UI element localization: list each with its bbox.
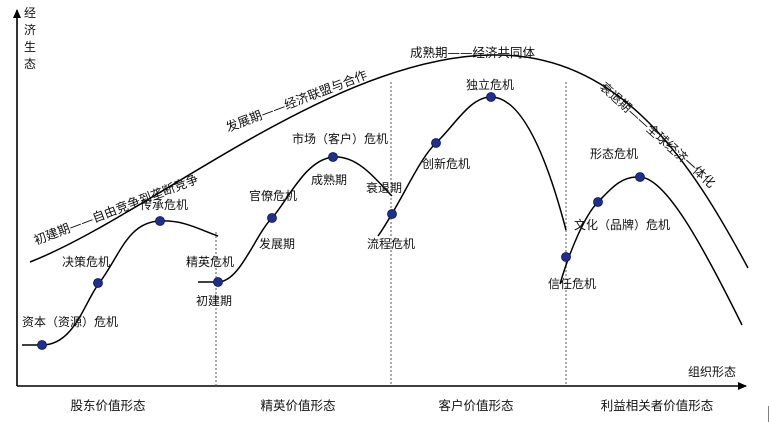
label-capital-crisis: 资本（资源）危机: [22, 315, 118, 329]
phase-label-mature: 成熟期——经济共同体: [410, 45, 536, 60]
crisis-dot: [267, 213, 277, 223]
phase-label-growth: 发展期——经济联盟与合作: [224, 67, 370, 135]
crisis-dot: [593, 197, 603, 207]
macro-economy-curve: [29, 54, 749, 269]
label-mature-stage: 成熟期: [311, 172, 347, 187]
crisis-dot: [561, 252, 571, 262]
crisis-dot: [387, 209, 397, 219]
y-axis-label-char: 济: [24, 22, 36, 37]
label-succession-crisis: 传承危机: [140, 197, 188, 212]
label-start-stage: 初建期: [196, 294, 232, 308]
crisis-dot: [93, 278, 103, 288]
bottom-label-stakeholder: 利益相关者价值形态: [601, 398, 714, 413]
label-innovation-crisis: 创新危机: [422, 156, 470, 171]
stage1-curve: [22, 220, 219, 346]
stage4-curve: [559, 176, 743, 326]
y-axis-label-char: 生: [24, 40, 36, 54]
crisis-dot: [37, 340, 47, 350]
stage2-curve: [198, 156, 393, 283]
label-bureaucracy-crisis: 官僚危机: [249, 188, 297, 203]
x-axis-label: 组织形态: [688, 365, 736, 379]
bottom-label-elite: 精英价值形态: [260, 398, 335, 413]
y-axis-label-char: 态: [24, 57, 36, 71]
label-growth-stage: 发展期: [259, 236, 295, 251]
crisis-dot: [155, 216, 165, 226]
bottom-label-customer: 客户价值形态: [438, 398, 513, 413]
label-decline-stage: 衰退期: [366, 180, 402, 195]
stage3-curve: [377, 96, 567, 237]
label-culture-crisis: 文化（品牌）危机: [574, 217, 670, 232]
label-independence-crisis: 独立危机: [466, 77, 514, 92]
label-decision-crisis: 决策危机: [62, 255, 110, 269]
crisis-dot: [431, 138, 441, 148]
crisis-dot: [635, 172, 645, 182]
phase-label-decline: 衰退期——全球经济一体化: [597, 79, 719, 191]
label-process-crisis: 流程危机: [367, 236, 415, 251]
y-axis-label-char: 经: [24, 6, 36, 20]
label-trust-crisis: 信任危机: [548, 277, 596, 291]
crisis-dot: [486, 92, 496, 102]
bottom-label-shareholder: 股东价值形态: [70, 398, 145, 413]
label-market-crisis: 市场（客户）危机: [292, 131, 388, 146]
crisis-dot: [328, 152, 338, 162]
label-elite-crisis: 精英危机: [186, 255, 234, 269]
crisis-dot: [213, 277, 223, 287]
label-form-crisis: 形态危机: [590, 147, 638, 161]
